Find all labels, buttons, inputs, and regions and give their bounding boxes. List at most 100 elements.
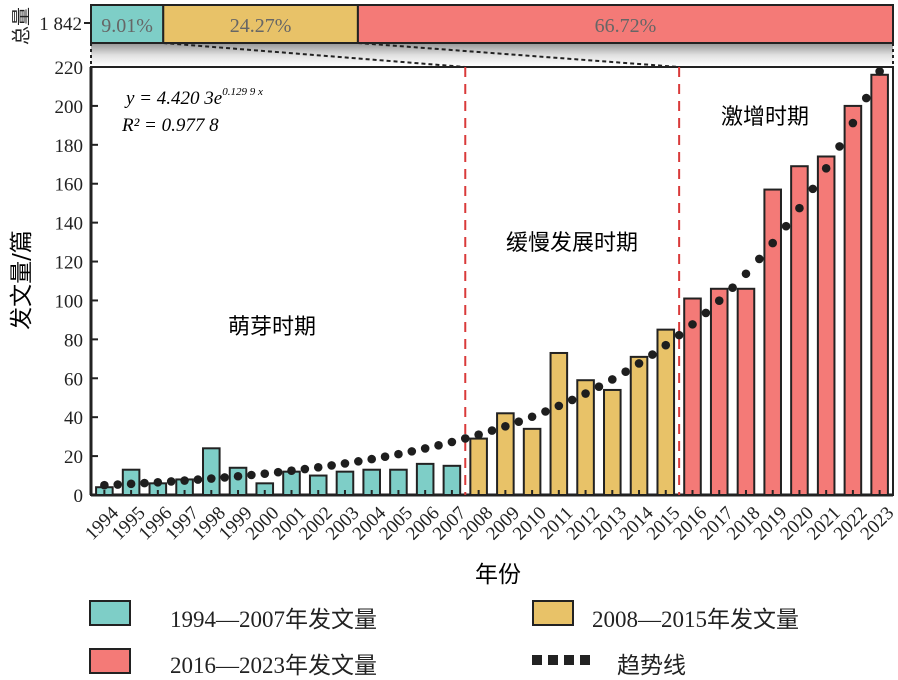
bar-2008 [469,437,488,496]
trend-point [460,434,470,443]
trend-point [153,478,163,487]
trend-point [407,447,417,456]
trend-point [728,283,737,292]
trend-point [701,308,711,318]
share-segment-3 [356,4,895,44]
trend-point [140,478,149,488]
total-value: 1 842 [39,14,82,35]
legend-label-2016-2023: 2016—2023年发文量 [170,653,377,678]
trend-point [861,93,871,103]
trend-point [180,476,189,485]
trend-point [541,407,550,416]
trend-point [714,296,724,306]
y-tick-label: 40 [64,408,83,429]
trend-point [247,470,256,480]
y-tick-label: 100 [55,291,84,312]
legend-swatch-2008-2015 [532,600,574,626]
trend-point [207,474,216,483]
trend-point [166,477,176,486]
share-label-2: 24.27% [230,15,292,37]
trend-point [340,459,350,468]
trend-point [273,467,283,477]
period-label-2: 缓慢发展时期 [506,231,638,256]
trend-point [354,457,363,466]
trend-point [688,320,697,329]
trend-point [193,475,203,484]
trend-point [367,454,377,464]
y-tick-label: 220 [55,58,84,79]
equation: y = 4.420 3e0.129 9 x [124,86,263,109]
trend-point [527,412,537,422]
bar-2018 [736,287,756,497]
trend-point [554,401,564,411]
trend-point [581,389,590,398]
trend-point [648,350,657,359]
bar-2022 [843,104,863,496]
y-tick-label: 200 [55,97,84,118]
trend-point [447,437,457,447]
y-tick-label: 0 [74,486,84,507]
trend-point [768,238,777,248]
trend-point [821,164,831,173]
axes [89,66,894,497]
trend-point [126,479,136,489]
trend-point [594,382,604,392]
y-ticks: 0 20 40 60 80 100 120 140 160 180 200 220 [55,58,98,507]
trend-point [621,367,630,376]
bar-2013 [603,388,622,497]
share-segment-2 [162,4,359,44]
trend-point [514,417,524,426]
period-dividers [464,67,681,495]
trend-point [808,184,818,194]
trend-point [220,473,229,482]
trend-point [781,221,791,231]
trend-point [380,452,390,461]
zoom-connector-lines [90,42,894,68]
zoom-shade [91,44,893,66]
trend-point [661,340,671,350]
trendline [100,67,884,490]
bar-2023 [870,73,889,496]
trend-point [875,67,884,76]
bar-2021 [816,155,836,496]
bar-2011 [549,351,569,496]
share-label-1: 9.01% [101,15,153,37]
legend-label-2008-2015: 2008—2015年发文量 [592,607,799,632]
connector-mid-2 [357,42,680,68]
trend-point [755,254,764,264]
trend-point [327,461,336,470]
period-label-3: 激增时期 [721,105,809,130]
bar-1998 [202,447,221,496]
trend-point [113,480,123,489]
y-tick-label: 180 [55,136,84,157]
bar-2019 [763,188,782,496]
trend-point [848,118,858,128]
trend-point [634,359,644,368]
trend-point [260,469,270,478]
trend-point [300,464,310,474]
bar-2017 [709,287,729,497]
y-tick-label: 60 [64,369,83,390]
trend-point [313,463,323,472]
trend-point [474,430,483,439]
y-axis-label: 发文量/篇 [9,230,35,330]
legend-label-1994-2007: 1994—2007年发文量 [170,607,377,632]
bar-2010 [522,427,542,497]
x-axis-label: 年份 [475,562,521,588]
total-label: 总量 [11,7,33,45]
trend-point [674,330,684,340]
total-share-bar: 9.01% 24.27% 66.72% [90,4,895,44]
trend-point [233,471,243,481]
connector-mid-1 [163,42,466,68]
legend-trendline-marker [532,655,590,665]
y-tick-label: 120 [55,253,84,274]
bar-2014 [629,355,649,497]
trend-point [487,426,497,435]
trend-point [608,375,617,384]
bar-2020 [790,165,809,497]
legend-label-trendline: 趋势线 [617,653,686,678]
share-label-3: 66.72% [595,15,657,37]
y-tick-label: 80 [64,330,83,351]
bar-2015 [656,328,676,496]
